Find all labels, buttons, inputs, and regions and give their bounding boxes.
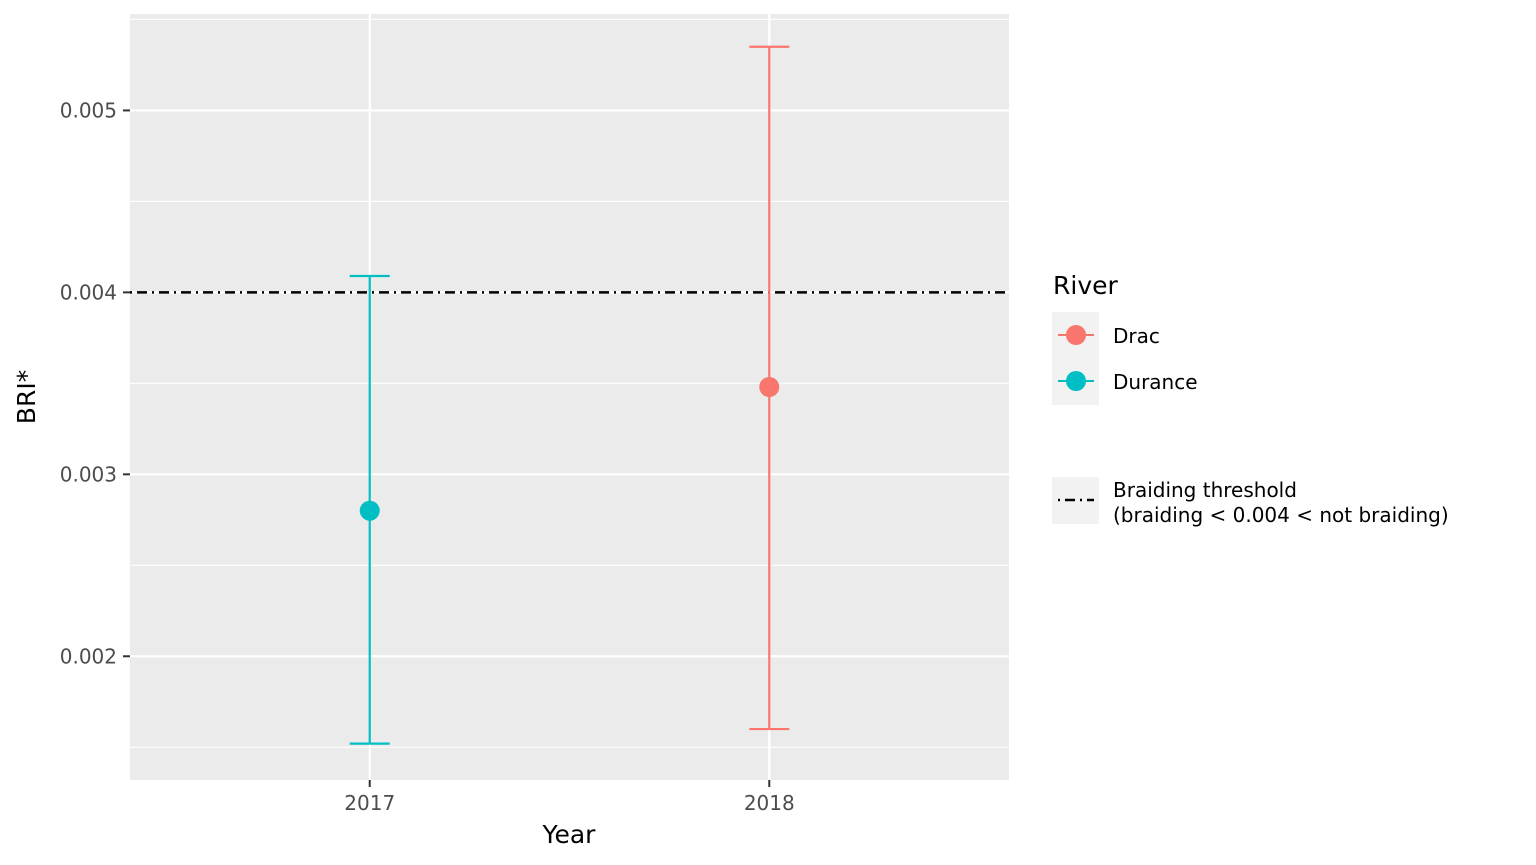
x-tick-label: 2018 — [744, 791, 795, 815]
legend-key-durance-point — [1066, 371, 1086, 391]
legend-label-threshold-1: Braiding threshold — [1113, 478, 1297, 502]
legend-label-threshold-2: (braiding < 0.004 < not braiding) — [1113, 503, 1449, 527]
point-layer — [359, 376, 780, 521]
legend-title: River — [1053, 271, 1118, 300]
legend-label-durance: Durance — [1113, 370, 1198, 394]
x-axis: 2017 2018 — [344, 780, 795, 815]
y-tick-label: 0.005 — [60, 98, 117, 122]
x-axis-title: Year — [542, 820, 597, 849]
legend-item-drac: Drac — [1058, 324, 1160, 348]
point-durance — [359, 500, 380, 521]
y-tick-label: 0.002 — [60, 644, 117, 668]
legend-item-threshold: Braiding threshold (braiding < 0.004 < n… — [1052, 477, 1449, 527]
legend-key-drac-point — [1066, 325, 1086, 345]
y-axis-title: BRI* — [12, 370, 41, 424]
point-drac — [759, 376, 780, 397]
y-tick-label: 0.003 — [60, 462, 117, 486]
plot-panel — [130, 14, 1009, 780]
grid-minor — [130, 18, 1009, 748]
legend-item-durance: Durance — [1058, 370, 1198, 394]
x-tick-label: 2017 — [344, 791, 395, 815]
legend: River Drac Durance Braiding threshold (b… — [1052, 271, 1449, 527]
y-tick-label: 0.004 — [60, 280, 117, 304]
y-axis: 0.002 0.003 0.004 0.005 — [60, 98, 130, 668]
legend-label-drac: Drac — [1113, 324, 1160, 348]
